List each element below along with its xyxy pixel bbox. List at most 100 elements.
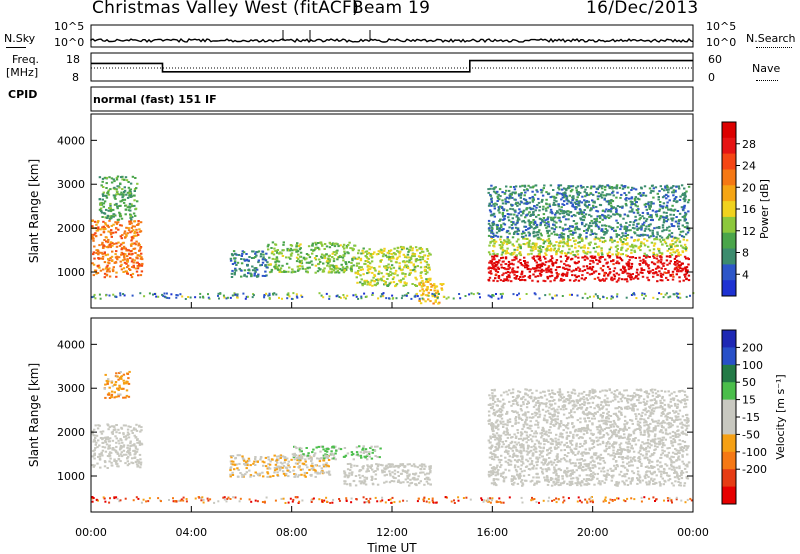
power-cell <box>654 210 657 213</box>
power-cell <box>652 235 655 238</box>
power-cell <box>677 269 680 272</box>
power-cell <box>629 273 633 276</box>
velocity-cell <box>125 389 129 392</box>
power-cell <box>99 207 103 210</box>
power-cell <box>125 193 128 196</box>
power-cell <box>331 270 334 273</box>
power-cell <box>681 267 684 270</box>
power-cell <box>549 249 553 252</box>
power-cell <box>606 229 609 232</box>
power-cell <box>264 275 267 277</box>
power-cell <box>118 186 121 189</box>
power-cell <box>527 231 530 234</box>
velocity-cell <box>231 474 235 476</box>
power-cell <box>134 214 137 217</box>
power-cell <box>599 267 603 270</box>
power-cell <box>436 289 439 292</box>
power-cell <box>115 190 119 193</box>
power-cell <box>93 245 96 248</box>
power-cell <box>398 267 401 270</box>
power-cell <box>92 263 96 266</box>
power-cell <box>536 266 539 269</box>
power-cell <box>252 256 256 259</box>
power-cell <box>644 202 648 205</box>
power-cell <box>202 295 204 298</box>
power-cell <box>375 283 379 286</box>
power-cell <box>393 252 396 255</box>
power-cell <box>498 211 501 214</box>
power-cell <box>426 257 430 260</box>
power-cell <box>507 216 510 219</box>
power-cell <box>560 251 563 254</box>
power-cell <box>563 262 566 265</box>
power-cell <box>661 207 664 210</box>
power-cell <box>600 187 604 190</box>
power-cell <box>546 275 549 278</box>
power-cell <box>398 252 401 255</box>
velocity-cell <box>294 473 298 476</box>
velocity-cell <box>127 436 131 439</box>
power-cell <box>608 225 611 228</box>
power-cell <box>272 292 274 295</box>
power-cell <box>499 205 502 208</box>
power-cell <box>531 190 534 193</box>
power-cell <box>534 227 537 229</box>
velocity-cell <box>532 464 536 467</box>
power-cell <box>408 261 411 264</box>
power-cell <box>93 293 96 296</box>
velocity-cell <box>656 464 659 467</box>
power-cell <box>646 234 649 237</box>
power-cell <box>669 213 672 216</box>
velocity-cell <box>662 442 665 444</box>
power-cell <box>506 236 509 239</box>
power-cell <box>644 194 648 197</box>
power-cell <box>127 249 130 252</box>
power-cell <box>565 275 569 277</box>
power-cell <box>585 200 589 203</box>
velocity-scatter-region <box>91 423 144 469</box>
power-cell <box>509 192 512 195</box>
velocity-cell <box>139 463 143 466</box>
power-cell <box>621 246 624 249</box>
power-cell <box>300 259 303 262</box>
power-cell <box>524 216 527 219</box>
power-cell <box>497 206 500 209</box>
velocity-cell <box>372 470 375 473</box>
velocity-cell <box>122 433 125 436</box>
power-cell <box>638 218 641 221</box>
power-cell <box>589 295 591 298</box>
velocity-cell <box>346 452 350 455</box>
power-cell <box>510 213 513 216</box>
power-cell <box>419 281 423 284</box>
power-cell <box>588 203 591 206</box>
power-cell <box>131 258 134 261</box>
power-cell <box>588 266 592 269</box>
power-cell <box>249 272 252 275</box>
power-cell <box>555 233 558 236</box>
power-cell <box>132 261 135 264</box>
velocity-cell <box>266 471 269 474</box>
power-cell <box>394 272 397 275</box>
power-cell <box>508 226 511 229</box>
velocity-cell <box>589 470 593 472</box>
velocity-cell <box>298 461 301 464</box>
power-cell <box>340 263 343 266</box>
power-cell <box>419 274 422 277</box>
power-cell <box>532 223 535 226</box>
power-cell <box>120 191 123 194</box>
power-cell <box>514 210 517 213</box>
velocity-cell <box>314 475 317 478</box>
power-cell <box>684 212 688 215</box>
power-cell <box>273 265 276 268</box>
power-cell <box>137 254 141 257</box>
power-cell <box>667 188 670 191</box>
velocity-cell <box>619 442 623 445</box>
velocity-cell <box>129 445 132 447</box>
velocity-cell <box>429 465 432 468</box>
velocity-cell <box>135 450 139 453</box>
power-cell <box>594 242 597 245</box>
power-cell <box>634 204 637 207</box>
power-cell <box>671 191 674 194</box>
power-cell <box>510 253 513 256</box>
power-cell <box>562 241 566 244</box>
